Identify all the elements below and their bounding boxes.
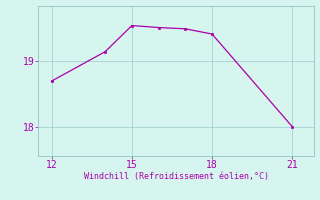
X-axis label: Windchill (Refroidissement éolien,°C): Windchill (Refroidissement éolien,°C) (84, 172, 268, 181)
